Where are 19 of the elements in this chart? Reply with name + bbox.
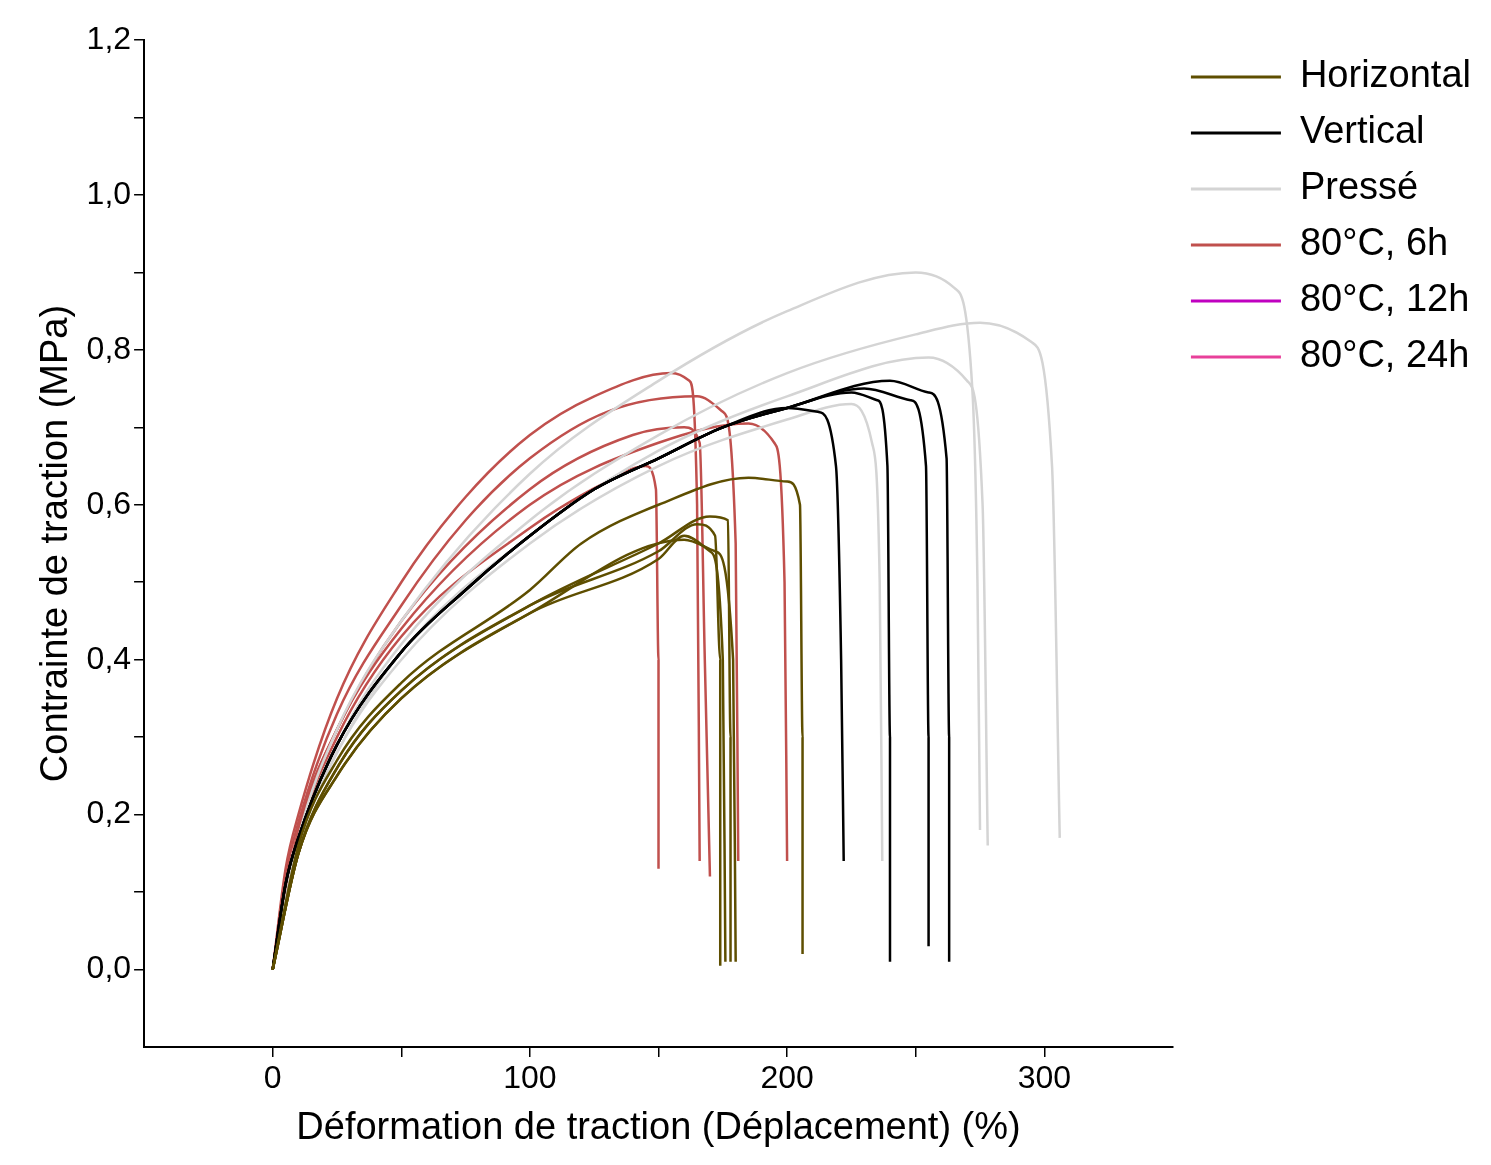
y-tick-label: 0,4: [86, 639, 132, 676]
x-tick-label: 0: [263, 1059, 282, 1096]
legend-label: 80°C, 6h: [1299, 221, 1449, 264]
y-tick-label: 0,6: [86, 484, 132, 521]
y-tick-label: 0,0: [86, 949, 132, 986]
y-tick-label: 1,0: [86, 174, 132, 211]
legend-label: Horizontal: [1299, 53, 1471, 96]
x-tick-label: 200: [760, 1059, 814, 1096]
legend-label: Vertical: [1299, 109, 1425, 152]
x-tick-label: 300: [1017, 1059, 1072, 1096]
legend-label: Pressé: [1299, 165, 1419, 208]
legend-label: 80°C, 12h: [1299, 277, 1470, 320]
y-tick-label: 0,2: [86, 794, 132, 831]
y-tick-label: 1,2: [86, 19, 132, 56]
y-tick-label: 0,8: [86, 329, 132, 366]
legend-label: 80°C, 24h: [1299, 333, 1470, 376]
x-axis-title: Déformation de traction (Déplacement) (%): [296, 1104, 1021, 1147]
y-axis-title: Contrainte de traction (MPa): [33, 304, 76, 783]
x-tick-label: 100: [503, 1059, 557, 1096]
